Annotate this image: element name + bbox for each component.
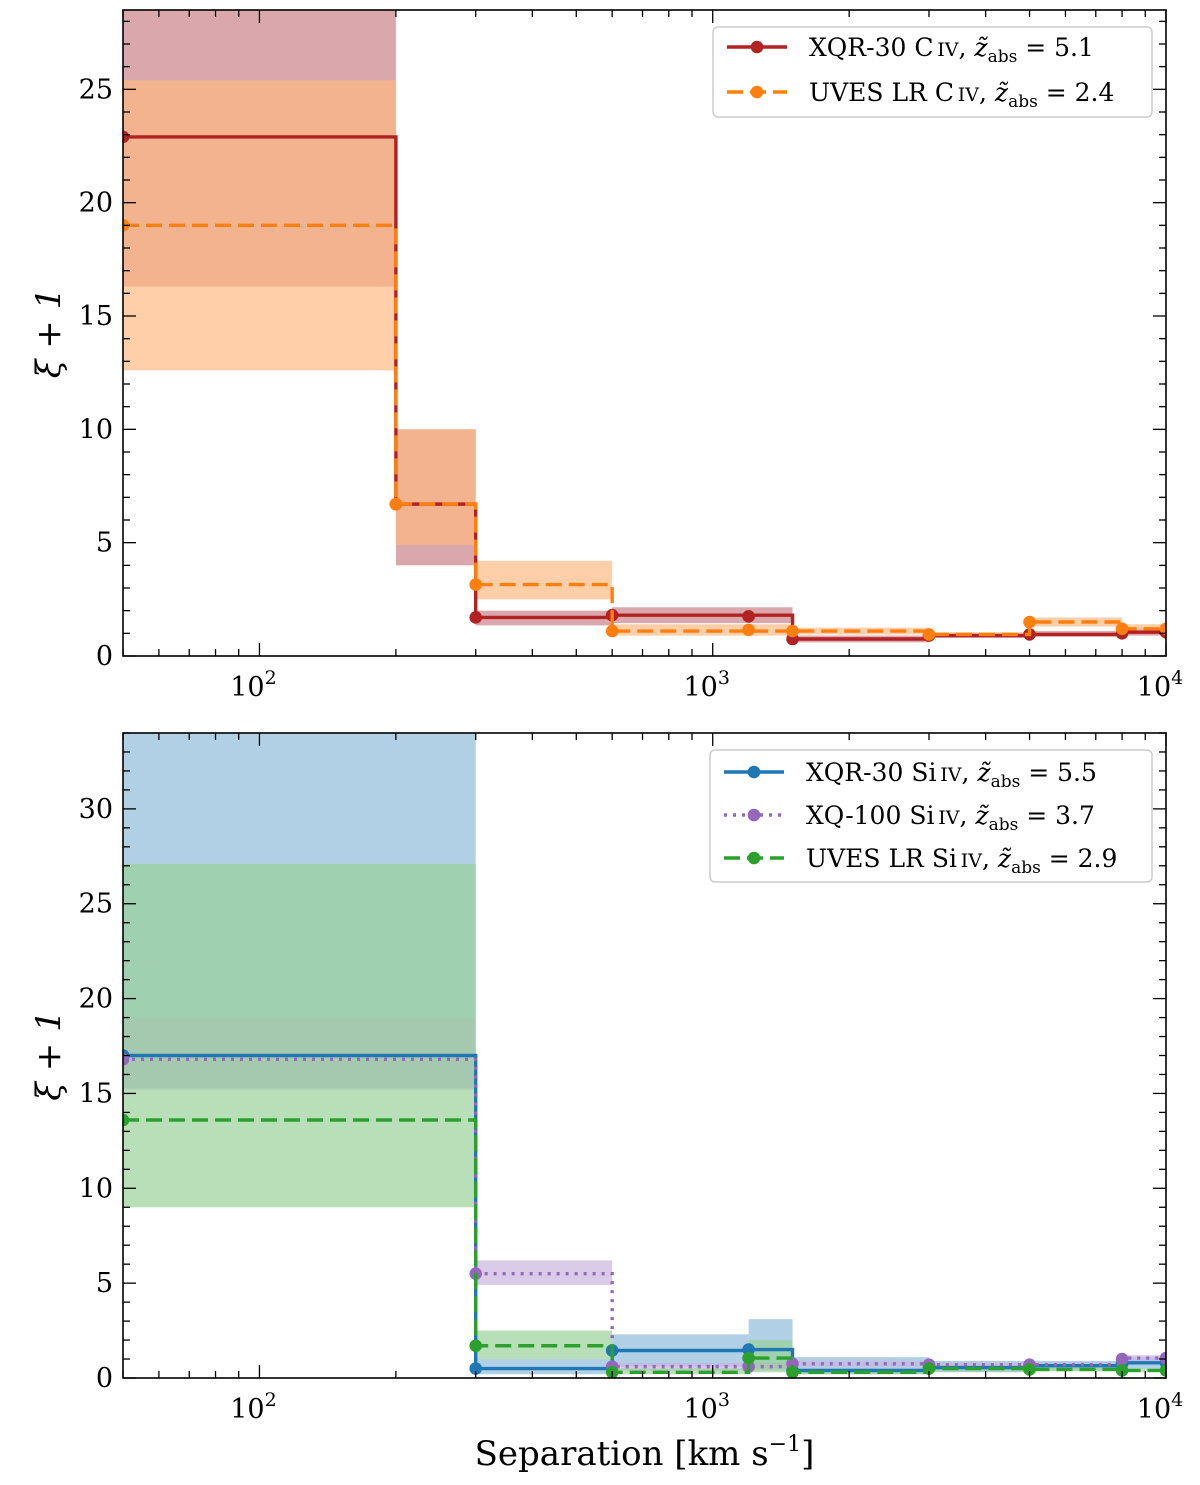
panel-2-ytick-label-2: 5 [96,1268,113,1299]
panel-2-ytick-label-4: 15 [79,1078,113,1109]
panel-2-legend-box [709,749,1153,883]
panel-2-series-1-band-2 [475,1359,613,1375]
panel-1-series-2-point-6 [786,624,799,638]
panel-2-legend-marker-3 [747,851,761,865]
panel-2-series-3-point-9 [1159,1364,1166,1377]
panel-1-series-2-band-3 [475,560,613,600]
panel-2-ytick-label-3: 10 [79,1173,113,1204]
panel-2-series-3-band-8 [1122,1368,1166,1373]
panel-1-ylabel: ξ + 1 [29,288,69,378]
panel-1-ytick-label-2: 5 [96,528,113,559]
panel-2-series-3-point-6 [922,1362,936,1375]
panel-2-series-2-band-2 [475,1260,613,1286]
panel-1-series-2-point-10 [1159,622,1166,636]
panel-1-series-2-point-4 [605,624,619,638]
panel-1-series-1-point-5 [742,610,755,623]
panel-2-series-3-point-7 [1023,1363,1036,1376]
panel-1-legend-marker-1 [750,40,764,54]
panel-1: 102 103 104 0 5 10 15 20 25 ξ + 1 XQR-30 C IV, z̃a… [29,9,1183,703]
panel-2-series-3-band-1 [123,863,476,1208]
panel-2-series-3-point-5 [786,1366,799,1378]
panel-1-ytick-label-6: 25 [79,74,113,105]
panel-1-series-2-point-8 [1023,615,1036,629]
panel-2-xlabel: Separation [km s−1] [475,1432,815,1474]
panel-1-series-1-point-1 [123,130,130,144]
panel-1-series-2-line [123,223,1166,637]
panel-1-legend-label-2: UVES LR C IV, z̃abs = 2.4 [809,78,1114,112]
panel-2-series-2-point-8 [1115,1352,1129,1366]
panel-2-legend-marker-2 [747,808,761,822]
panel-2-legend-label-3: UVES LR Si IV, z̃abs = 2.9 [806,844,1117,878]
panel-1-legend-box [712,26,1153,118]
panel-2-series-3-point-8 [1115,1364,1129,1377]
panel-1-series-2-point-5 [742,623,755,637]
panel-1-series-2-point-7 [922,628,936,641]
panel-2-legend: XQR-30 Si IV, z̃abs = 5.5 XQ-100 Si IV, z… [709,749,1153,883]
panel-2-series-2-band-8 [1122,1355,1166,1361]
panel-2-xtick-label-3: 104 [1137,1389,1183,1425]
panel-1-series-2-point-2 [389,497,403,511]
panel-1-ytick-label-3: 10 [79,414,113,445]
panel-2-series-3-point-2 [469,1339,483,1353]
panel-2-series-3-line [123,1118,1166,1375]
panel-1-series-2-band-7 [1029,617,1123,627]
panel-2-series-2-band-5 [792,1360,929,1367]
panel-1-xtick-label-3: 104 [1137,667,1183,703]
panel-1-ytick-label-5: 20 [79,188,113,219]
panel-1-xtick-label-1: 102 [230,667,276,703]
panel-1-series-1-point-3 [469,611,483,624]
panel-2-ytick-label-6: 25 [79,889,113,920]
panel-1-series-2-point-9 [1115,622,1129,636]
panel-2-ytick-label-5: 20 [79,984,113,1015]
panel-2-ytick-label-1: 0 [96,1363,113,1394]
panel-1-legend-marker-2 [750,85,764,99]
panel-1-series-2-band-4 [612,624,793,636]
panel-1-legend-label-1: XQR-30 C IV, z̃abs = 5.1 [809,33,1094,67]
panel-2-series-3-point-1 [123,1113,130,1127]
panel-2-plot-area [123,733,1166,1378]
panel-1-plot-area [123,10,1166,646]
panel-1-xtick-label-2: 103 [683,667,729,703]
panel-1-series-2-point-3 [469,578,483,591]
panel-2-series-2-point-9 [1159,1351,1166,1365]
panel-2-series-2-band-6 [928,1362,1030,1367]
panel-2-series-3-point-4 [742,1351,755,1365]
panel-1-series-2-band-5 [792,627,929,635]
panel-2-series-3-band-7 [1029,1367,1123,1372]
panel-1-series-2-band-2 [395,429,476,545]
panel-2-series-1-point-2 [469,1362,483,1375]
panel-2-xtick-label-1: 102 [230,1389,276,1425]
panel-1-ytick-label-1: 0 [96,641,113,672]
panel-2-legend-label-2: XQ-100 Si IV, z̃abs = 3.7 [806,801,1095,835]
panel-2-ylabel: ξ + 1 [29,1010,69,1100]
panel-2-legend-label-1: XQR-30 Si IV, z̃abs = 5.5 [806,758,1097,792]
panel-2-xtick-label-2: 103 [683,1389,729,1425]
panel-1-ytick-label-4: 15 [79,301,113,332]
panel-1-legend: XQR-30 C IV, z̃abs = 5.1 UVES LR C IV, z̃… [712,26,1153,118]
panel-2-legend-marker-1 [747,765,761,779]
panel-1-series-2-band-1 [123,80,396,371]
panel-1-frame [122,9,1167,657]
panel-2-ytick-label-7: 30 [79,794,113,825]
panel-2: 102 103 104 0 5 10 15 20 25 30 ξ + 1 Separation [km… [29,732,1183,1474]
